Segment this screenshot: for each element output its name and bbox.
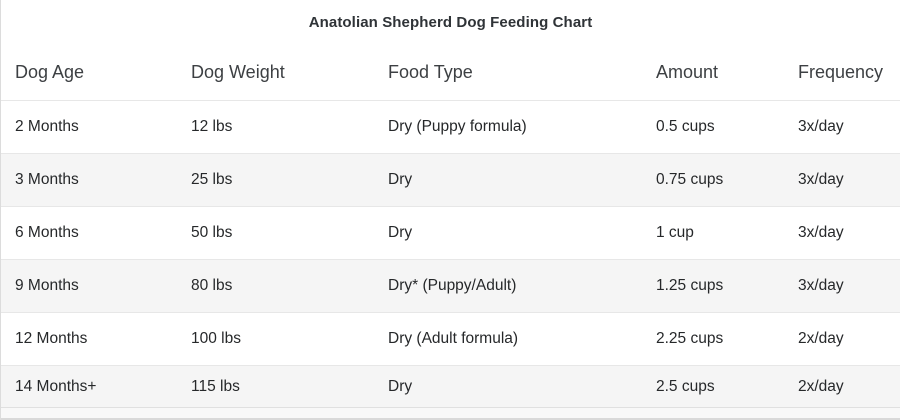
table-body: 2 Months 12 lbs Dry (Puppy formula) 0.5 cup…: [1, 100, 900, 407]
header-cell: Food Type: [388, 62, 473, 82]
table-row: 3 Months 25 lbs Dry 0.75 cups 3x/day: [1, 153, 900, 206]
cell: Dry: [388, 171, 413, 188]
header-cell: Dog Weight: [191, 62, 285, 82]
page-title: Anatolian Shepherd Dog Feeding Chart: [308, 14, 593, 31]
cell: Dry* (Puppy/Adult): [388, 277, 517, 294]
cell: 2x/day: [798, 377, 844, 395]
table-row: 2 Months 12 lbs Dry (Puppy formula) 0.5 cup…: [1, 100, 900, 153]
cell: 2.25 cups: [656, 330, 724, 347]
cell: 3 Months: [15, 171, 79, 188]
table-row: 12 Months 100 lbs Dry (Adult formula) 2.25 …: [1, 312, 900, 365]
cell: 6 Months: [15, 224, 79, 241]
title-bar: Anatolian Shepherd Dog Feeding Chart: [1, 0, 900, 45]
cell: 12 lbs: [191, 118, 233, 135]
cell: 115 lbs: [191, 377, 240, 395]
table-row: 6 Months 50 lbs Dry 1 cup 3x/day: [1, 206, 900, 259]
cell: 12 Months: [15, 330, 88, 347]
cell: 100 lbs: [191, 330, 241, 347]
table-header-row: Dog Age Dog Weight Food Type Amount Frequenc…: [1, 45, 900, 100]
table-row: 14 Months+ 115 lbs Dry 2.5 cups 2x/day: [1, 365, 900, 407]
cell: 0.5 cups: [656, 118, 715, 135]
cell: Dry (Adult formula): [388, 330, 519, 347]
cell: Dry: [388, 224, 413, 241]
cell: 3x/day: [798, 171, 844, 188]
cell: 2 Months: [15, 118, 79, 135]
table-row: 9 Months 80 lbs Dry* (Puppy/Adult) 1.25 cup…: [1, 259, 900, 312]
cell: 9 Months: [15, 277, 79, 294]
header-cell: Dog Age: [15, 62, 85, 82]
cell: 80 lbs: [191, 277, 233, 294]
cell: 50 lbs: [191, 224, 233, 241]
cell: Dry: [388, 377, 413, 395]
cell: 0.75 cups: [656, 171, 724, 188]
cell: 3x/day: [798, 118, 844, 135]
cell: 3x/day: [798, 224, 844, 241]
header-cell: Amount: [656, 62, 719, 82]
footer-strip: [1, 407, 900, 420]
cell: 1.25 cups: [656, 277, 724, 294]
cell: 14 Months+: [15, 377, 97, 395]
header-cell: Frequency: [798, 62, 884, 82]
cell: 2.5 cups: [656, 377, 715, 395]
cell: Dry (Puppy formula): [388, 118, 527, 135]
cell: 3x/day: [798, 277, 844, 294]
cell: 1 cup: [656, 224, 694, 241]
cell: 2x/day: [798, 330, 844, 347]
cell: 25 lbs: [191, 171, 233, 188]
